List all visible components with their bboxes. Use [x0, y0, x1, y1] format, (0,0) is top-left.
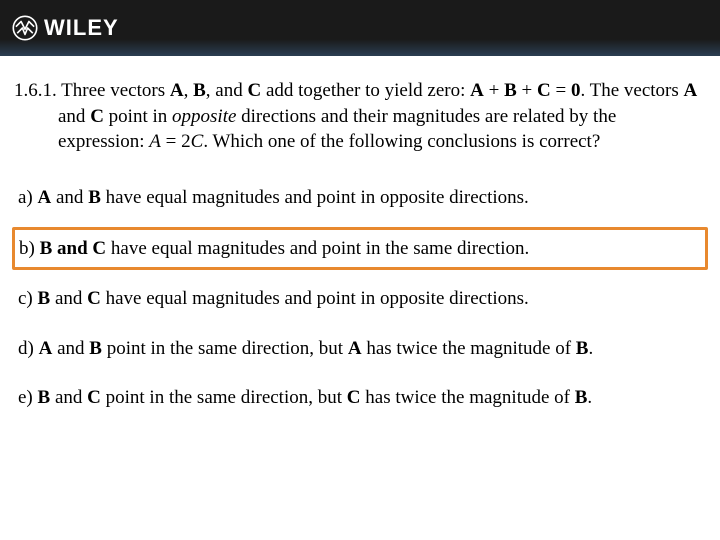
answer-option-c[interactable]: c) B and C have equal magnitudes and poi… [14, 278, 706, 320]
option-label: c) [18, 288, 38, 309]
question-number: 1.6.1. [14, 80, 61, 101]
answer-option-e[interactable]: e) B and C point in the same direction, … [14, 377, 706, 419]
wiley-logo-icon [12, 15, 38, 41]
answer-options: a) A and B have equal magnitudes and poi… [14, 177, 706, 419]
brand-name: WILEY [44, 15, 119, 41]
answer-option-a[interactable]: a) A and B have equal magnitudes and poi… [14, 177, 706, 219]
slide-content: 1.6.1. Three vectors A, B, and C add tog… [0, 56, 720, 437]
brand-logo: WILEY [12, 15, 119, 41]
option-label: d) [18, 338, 39, 359]
question-stem: 1.6.1. Three vectors A, B, and C add tog… [14, 78, 706, 155]
answer-option-b[interactable]: b) B and C have equal magnitudes and poi… [12, 227, 708, 271]
brand-header: WILEY [0, 0, 720, 56]
option-label: a) [18, 187, 38, 208]
option-label: b) [19, 238, 40, 259]
question-text: 1.6.1. Three vectors A, B, and C add tog… [14, 78, 706, 155]
answer-option-d[interactable]: d) A and B point in the same direction, … [14, 328, 706, 370]
option-label: e) [18, 387, 38, 408]
